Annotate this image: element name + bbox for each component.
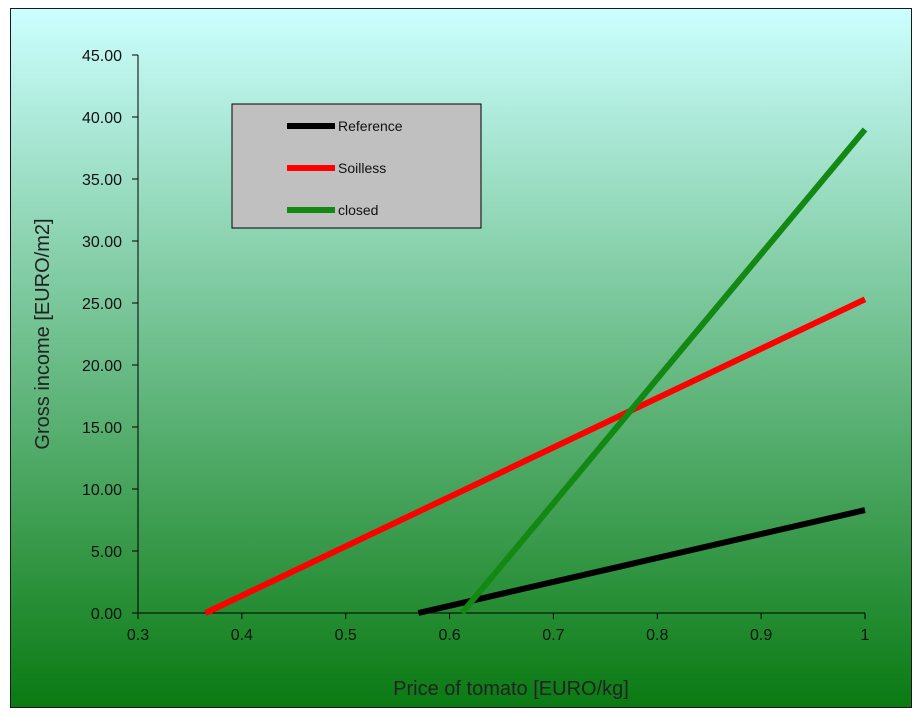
x-tick-label: 0.9: [750, 627, 772, 644]
y-tick-label: 30.00: [82, 234, 122, 251]
y-tick-label: 35.00: [82, 172, 122, 189]
x-axis-title: Price of tomato [EURO/kg]: [393, 678, 629, 700]
x-ticks: 0.3 0.4 0.5 0.6 0.7 0.8 0.9 1: [127, 613, 870, 644]
x-tick-label: 0.3: [127, 627, 149, 644]
series-lines: [204, 127, 868, 616]
y-ticks: 0.00 5.00 10.00 15.00 20.00 25.00 30.00 35.00 40…: [82, 48, 138, 623]
legend-box: [231, 103, 482, 229]
y-tick-label: 15.00: [82, 420, 122, 437]
series-line-soilless: [204, 296, 867, 616]
y-tick-label: 5.00: [91, 544, 122, 561]
y-tick-label: 0.00: [91, 606, 122, 623]
x-tick-label: 0.7: [542, 627, 564, 644]
y-tick-label: 25.00: [82, 296, 122, 313]
legend-items: Reference Soilless closed: [287, 118, 403, 218]
legend: Reference Soilless closed: [231, 103, 482, 229]
chart-frame: 0.00 5.00 10.00 15.00 20.00 25.00 30.00 35.00 40…: [10, 8, 912, 708]
legend-label: Reference: [338, 118, 403, 134]
y-tick-label: 45.00: [82, 48, 122, 65]
x-tick-label: 0.8: [646, 627, 668, 644]
y-axis-title: Gross income [EURO/m2]: [32, 218, 54, 449]
y-tick-label: 20.00: [82, 358, 122, 375]
series-line-closed: [459, 127, 868, 615]
series-line-reference: [417, 507, 866, 616]
y-tick-label: 40.00: [82, 110, 122, 127]
line-chart: 0.00 5.00 10.00 15.00 20.00 25.00 30.00 35.00 40…: [11, 9, 911, 707]
x-tick-label: 0.6: [438, 627, 460, 644]
x-tick-label: 0.5: [335, 627, 357, 644]
axes: [137, 55, 865, 614]
legend-label: Soilless: [338, 160, 386, 176]
y-tick-label: 10.00: [82, 482, 122, 499]
legend-label: closed: [338, 202, 378, 218]
x-tick-label: 1: [861, 627, 870, 644]
x-tick-label: 0.4: [231, 627, 253, 644]
